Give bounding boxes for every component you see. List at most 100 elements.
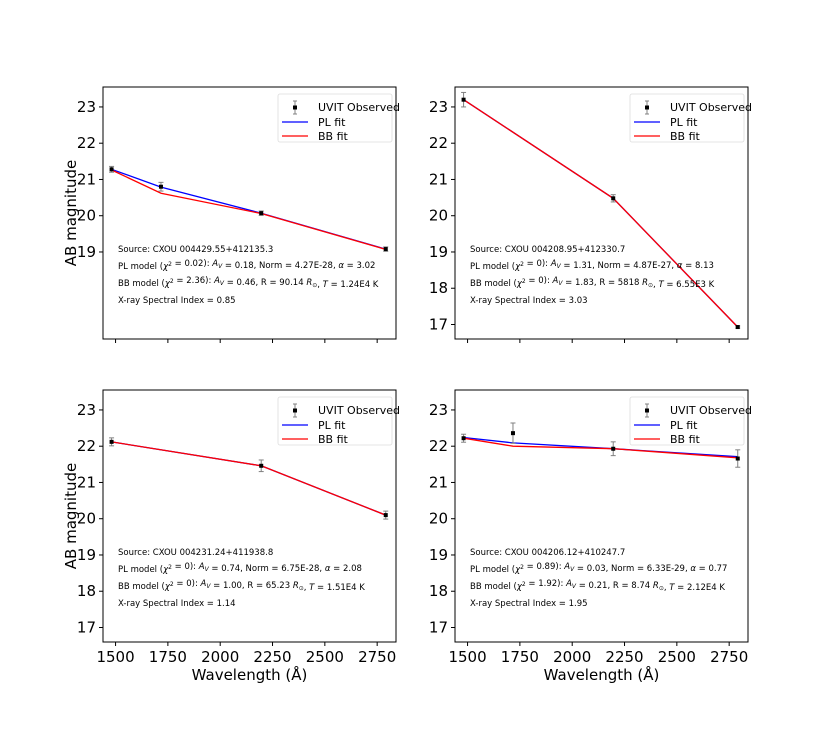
annotation-pl-model: PL model (χ2 = 0): AV = 1.31, Norm = 4.8… xyxy=(470,259,714,272)
ann-run: = 0.74, Norm = 6.75E-28, xyxy=(209,564,325,574)
ann-run: = 1.31, Norm = 4.87E-27, xyxy=(561,261,677,271)
av-symbol: A xyxy=(198,562,205,572)
temperature-symbol: T xyxy=(669,583,675,593)
plot-frame xyxy=(102,86,397,340)
ann-run: = 0.77 xyxy=(696,564,727,574)
ann-run: = 1.92): xyxy=(526,579,566,589)
y-tick-label: 23 xyxy=(77,98,96,116)
legend-box xyxy=(629,93,745,143)
x-tick-label: 2500 xyxy=(658,648,696,666)
legend-pl-label: PL fit xyxy=(670,419,698,432)
ann-run: = 0.89): xyxy=(524,562,564,572)
ann-run: Source: CXOU 004231.24+411938.8 xyxy=(118,548,273,558)
ann-run: = 0.21, R = 8.74 xyxy=(576,581,653,591)
ann-run: BB model ( xyxy=(470,279,517,289)
annotation-source: Source: CXOU 004429.55+412135.3 xyxy=(118,245,273,255)
x-tick-label: 1750 xyxy=(501,648,539,666)
y-tick-label: 19 xyxy=(429,546,448,564)
ann-run: = 3.02 xyxy=(344,261,375,271)
rsun-subscript: ⊙ xyxy=(659,585,664,592)
annotation-bb-model: BB model (χ2 = 0): AV = 1.83, R = 5818 R… xyxy=(470,276,715,290)
y-tick-label: 19 xyxy=(77,546,96,564)
chi-symbol: χ xyxy=(164,582,171,592)
av-symbol: A xyxy=(211,259,218,269)
av-subscript: V xyxy=(558,280,563,287)
ann-run: = 0): xyxy=(172,562,199,572)
y-tick-label: 21 xyxy=(429,473,448,491)
av-subscript: V xyxy=(220,280,225,287)
annotation-pl-model: PL model (χ2 = 0.02): AV = 0.18, Norm = … xyxy=(118,259,375,272)
ann-run: = 0.46, R = 90.14 xyxy=(224,278,306,288)
annotation-bb-model: BB model (χ2 = 2.36): AV = 0.46, R = 90.… xyxy=(118,276,379,290)
ann-run: Source: CXOU 004429.55+412135.3 xyxy=(118,245,273,255)
x-tick-label: 2000 xyxy=(553,648,591,666)
chi-exponent: 2 xyxy=(168,261,172,268)
pl-fit-line xyxy=(111,441,386,516)
av-symbol: A xyxy=(200,579,207,589)
observed-point xyxy=(158,184,163,189)
legend-observed-label: UVIT Observed xyxy=(318,404,400,417)
ann-run: = 1.24E4 K xyxy=(328,280,379,290)
chi-exponent: 2 xyxy=(168,564,172,571)
observed-point xyxy=(383,513,388,518)
annotation-xray-index: X-ray Spectral Index = 0.85 xyxy=(118,296,236,306)
ann-run: PL model ( xyxy=(470,262,515,272)
legend-bb-label: BB fit xyxy=(318,433,349,446)
ann-run: = 2.36): xyxy=(174,276,214,286)
rsun-subscript: ⊙ xyxy=(299,585,304,592)
annotation-pl-model: PL model (χ2 = 0): AV = 0.74, Norm = 6.7… xyxy=(118,562,362,575)
legend-bb-label: BB fit xyxy=(318,130,349,143)
x-axis-label: Wavelength (Å) xyxy=(192,665,308,684)
av-subscript: V xyxy=(205,566,210,573)
y-tick-label: 21 xyxy=(77,170,96,188)
legend-box xyxy=(277,93,393,143)
legend-box xyxy=(277,396,393,446)
plot-frame xyxy=(102,389,397,643)
y-tick-label: 19 xyxy=(77,243,96,261)
ann-run: = 2.12E4 K xyxy=(674,583,725,593)
av-symbol: A xyxy=(213,276,220,286)
y-tick-label: 17 xyxy=(429,618,448,636)
chi-exponent: 2 xyxy=(522,581,526,588)
y-tick-label: 21 xyxy=(77,473,96,491)
ann-run: = 8.13 xyxy=(682,261,713,271)
temperature-symbol: T xyxy=(658,280,664,290)
y-tick-label: 22 xyxy=(77,134,96,152)
av-subscript: V xyxy=(570,566,575,573)
annotation-bb-model: BB model (χ2 = 1.92): AV = 0.21, R = 8.7… xyxy=(470,579,725,593)
ann-run: = 0.18, Norm = 4.27E-28, xyxy=(222,261,338,271)
y-axis-label: AB magnitude xyxy=(62,463,80,569)
chi-symbol: χ xyxy=(162,262,169,272)
observed-point xyxy=(383,247,388,252)
ann-run: = 0.03, Norm = 6.33E-29, xyxy=(574,564,690,574)
ann-run: PL model ( xyxy=(118,565,163,575)
observed-point xyxy=(735,325,740,330)
ann-run: Source: CXOU 004208.95+412330.7 xyxy=(470,245,625,255)
rsun-symbol: R xyxy=(653,581,659,591)
annotation-source: Source: CXOU 004231.24+411938.8 xyxy=(118,548,273,558)
legend-box xyxy=(629,396,745,446)
x-tick-label: 2500 xyxy=(306,648,344,666)
alpha-symbol: α xyxy=(677,261,683,271)
y-tick-label: 20 xyxy=(429,510,448,528)
ann-run: = 6.55E3 K xyxy=(664,280,715,290)
chi-symbol: χ xyxy=(162,565,169,575)
y-tick-label: 19 xyxy=(429,243,448,261)
x-tick-label: 2250 xyxy=(605,648,643,666)
chi-exponent: 2 xyxy=(170,581,174,588)
ann-run: X-ray Spectral Index = 0.85 xyxy=(118,296,236,306)
x-tick-label: 1500 xyxy=(96,648,134,666)
ann-run: X-ray Spectral Index = 3.03 xyxy=(470,296,588,306)
ann-run: , xyxy=(664,583,669,593)
chi-symbol: χ xyxy=(516,279,523,289)
ann-run: = 1.51E4 K xyxy=(314,583,365,593)
y-tick-label: 20 xyxy=(77,207,96,225)
ann-run: X-ray Spectral Index = 1.14 xyxy=(118,599,236,609)
x-tick-label: 2000 xyxy=(201,648,239,666)
x-tick-label: 2750 xyxy=(358,648,396,666)
